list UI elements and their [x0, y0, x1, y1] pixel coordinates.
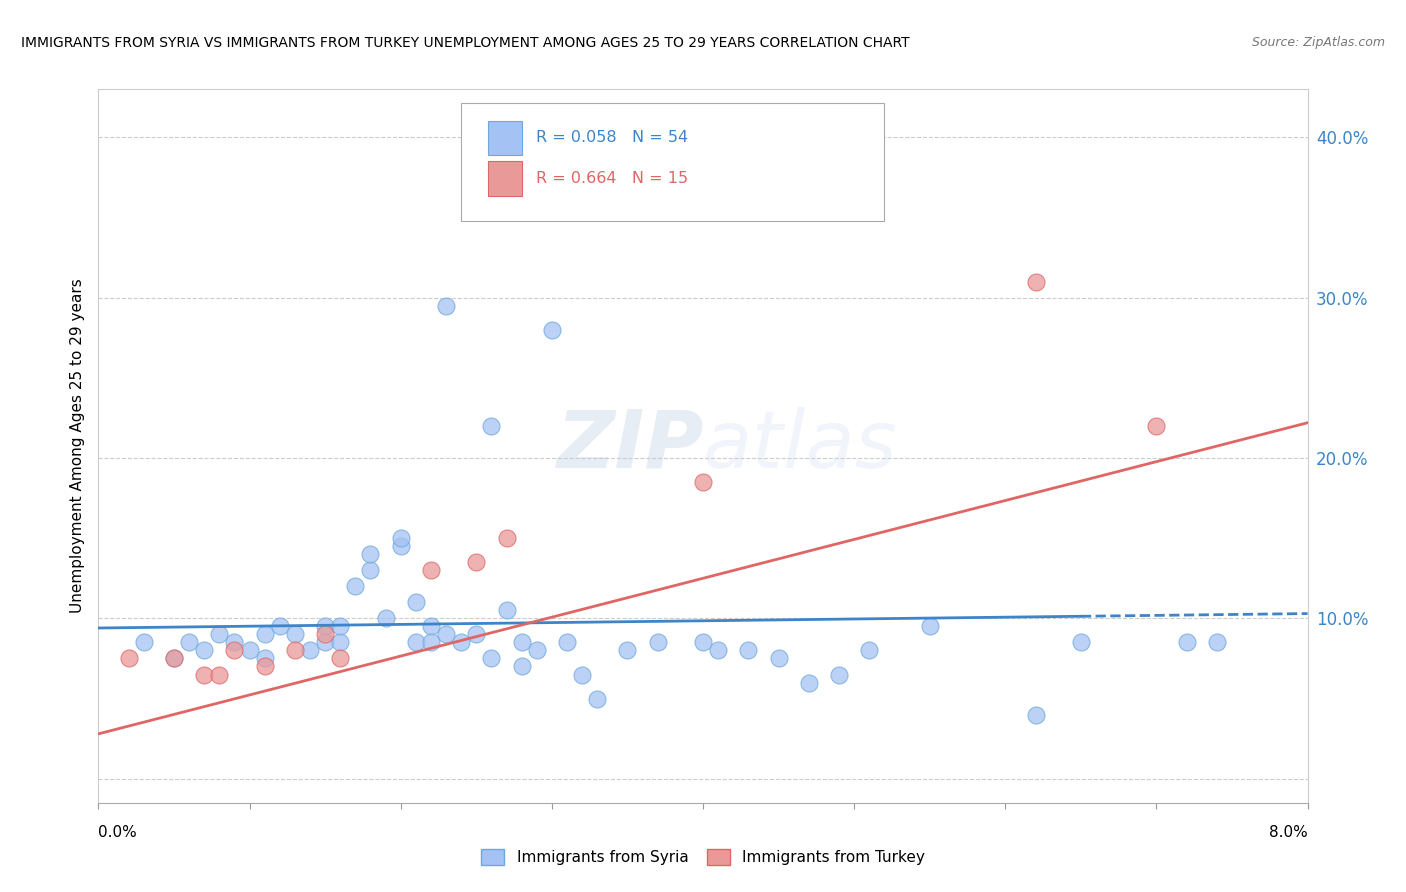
Point	[1025, 707, 1047, 722]
Point	[179, 635, 201, 649]
Point	[163, 651, 186, 665]
Point	[768, 651, 790, 665]
Point	[420, 619, 443, 633]
Text: Source: ZipAtlas.com: Source: ZipAtlas.com	[1251, 36, 1385, 49]
Point	[1206, 635, 1229, 649]
Point	[692, 635, 714, 649]
Point	[828, 667, 851, 681]
Point	[737, 643, 759, 657]
Point	[284, 643, 307, 657]
Legend: Immigrants from Syria, Immigrants from Turkey: Immigrants from Syria, Immigrants from T…	[475, 843, 931, 871]
Point	[239, 643, 262, 657]
Point	[208, 667, 231, 681]
Point	[389, 539, 412, 553]
Point	[224, 643, 246, 657]
Point	[329, 651, 352, 665]
Text: R = 0.058   N = 54: R = 0.058 N = 54	[536, 130, 689, 145]
Point	[797, 675, 820, 690]
Point	[269, 619, 291, 633]
Point	[918, 619, 941, 633]
Point	[510, 659, 533, 673]
Point	[420, 635, 443, 649]
Point	[329, 635, 352, 649]
Point	[1146, 419, 1168, 434]
Point	[284, 627, 307, 641]
Point	[132, 635, 155, 649]
Point	[314, 635, 336, 649]
Point	[495, 531, 517, 545]
Point	[1025, 275, 1047, 289]
Point	[707, 643, 730, 657]
Point	[208, 627, 231, 641]
Text: IMMIGRANTS FROM SYRIA VS IMMIGRANTS FROM TURKEY UNEMPLOYMENT AMONG AGES 25 TO 29: IMMIGRANTS FROM SYRIA VS IMMIGRANTS FROM…	[21, 36, 910, 50]
Point	[360, 563, 382, 577]
Point	[540, 323, 562, 337]
Point	[329, 619, 352, 633]
Text: ZIP: ZIP	[555, 407, 703, 485]
Point	[224, 635, 246, 649]
Point	[1070, 635, 1092, 649]
Point	[450, 635, 472, 649]
Point	[389, 531, 412, 545]
Point	[193, 667, 215, 681]
Point	[420, 563, 443, 577]
Point	[193, 643, 215, 657]
Point	[314, 619, 336, 633]
Point	[253, 659, 276, 673]
Point	[163, 651, 186, 665]
Point	[344, 579, 367, 593]
Point	[465, 555, 488, 569]
Text: atlas: atlas	[703, 407, 898, 485]
Point	[299, 643, 322, 657]
FancyBboxPatch shape	[488, 120, 522, 155]
Point	[253, 651, 276, 665]
Point	[465, 627, 488, 641]
Point	[692, 475, 714, 489]
Point	[434, 299, 457, 313]
Point	[314, 627, 336, 641]
Point	[495, 603, 517, 617]
Point	[858, 643, 880, 657]
Point	[481, 651, 503, 665]
Point	[405, 635, 427, 649]
Text: 8.0%: 8.0%	[1268, 825, 1308, 840]
Y-axis label: Unemployment Among Ages 25 to 29 years: Unemployment Among Ages 25 to 29 years	[69, 278, 84, 614]
Point	[571, 667, 593, 681]
Text: 0.0%: 0.0%	[98, 825, 138, 840]
Point	[510, 635, 533, 649]
Point	[1175, 635, 1198, 649]
FancyBboxPatch shape	[461, 103, 884, 221]
Text: R = 0.664   N = 15: R = 0.664 N = 15	[536, 171, 689, 186]
Point	[374, 611, 396, 625]
FancyBboxPatch shape	[488, 161, 522, 195]
Point	[481, 419, 503, 434]
Point	[434, 627, 457, 641]
Point	[526, 643, 548, 657]
Point	[118, 651, 141, 665]
Point	[253, 627, 276, 641]
Point	[405, 595, 427, 609]
Point	[616, 643, 638, 657]
Point	[586, 691, 609, 706]
Point	[555, 635, 578, 649]
Point	[360, 547, 382, 561]
Point	[647, 635, 669, 649]
